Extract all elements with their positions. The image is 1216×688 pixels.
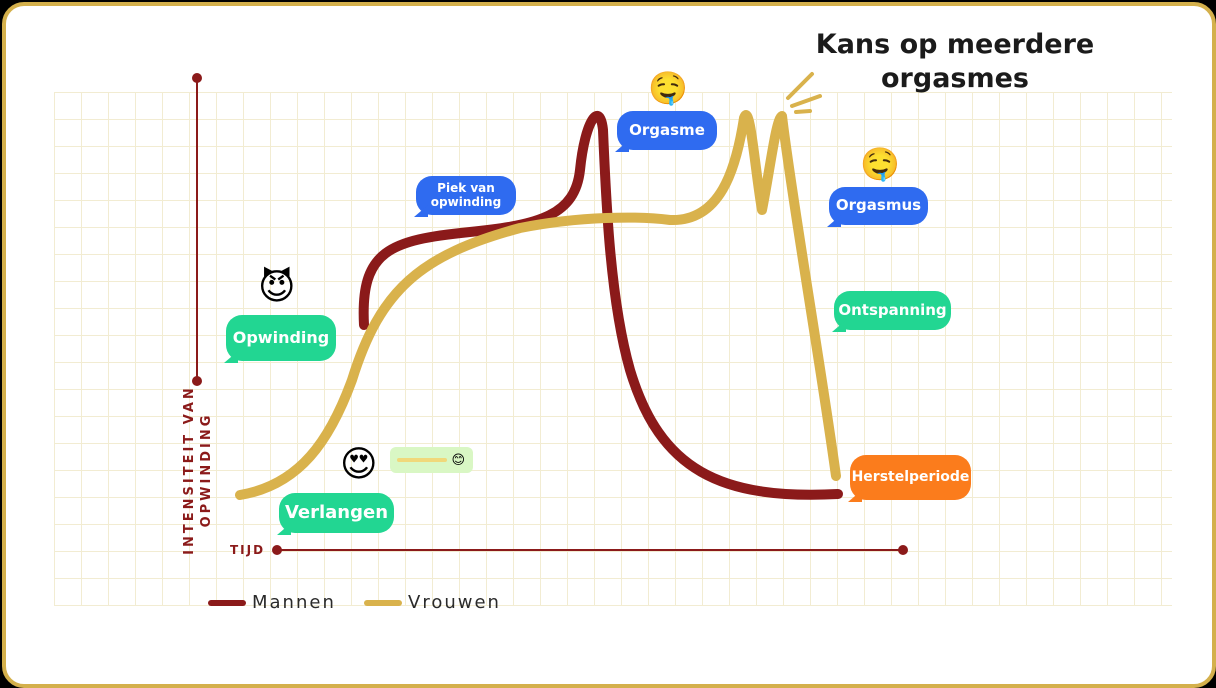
legend-label-vrouwen: Vrouwen xyxy=(408,592,501,613)
legend-item-mannen: Mannen xyxy=(208,592,336,613)
spark-line-2 xyxy=(790,94,822,108)
x-axis-right-dot xyxy=(898,545,908,555)
drooling-emoji-icon: 🤤 xyxy=(648,69,688,107)
chat-pill-line xyxy=(397,458,448,462)
y-axis-label: INTENSITEIT VAN OPWINDING xyxy=(182,385,214,555)
chat-pill: 😊 xyxy=(390,447,473,473)
heart-eyes-emoji-icon: 😍 xyxy=(340,444,378,485)
x-axis-label: TIJD xyxy=(230,543,266,557)
headline: Kans op meerdere orgasmes xyxy=(815,29,1095,94)
bubble-verlangen: Verlangen xyxy=(279,493,394,533)
bubble-herstelperiode: Herstelperiode xyxy=(850,455,971,500)
bubble-opwinding: Opwinding xyxy=(226,315,336,361)
legend-label-mannen: Mannen xyxy=(252,592,336,613)
legend-item-vrouwen: Vrouwen xyxy=(364,592,501,613)
bubble-orgasme: Orgasme xyxy=(617,111,717,150)
spark-line-3 xyxy=(794,109,812,114)
y-axis-bottom-dot xyxy=(192,376,202,386)
men-curve xyxy=(358,111,843,500)
bubble-ontspanning: Ontspanning xyxy=(834,291,951,330)
legend-swatch-vrouwen xyxy=(364,599,402,606)
smile-emoji-icon: 😊 xyxy=(451,452,465,468)
background-grid xyxy=(54,92,1172,606)
drooling-emoji-icon-2: 🤤 xyxy=(860,145,900,183)
women-curve xyxy=(235,110,841,500)
bubble-orgasmus: Orgasmus xyxy=(829,187,928,225)
legend-swatch-mannen xyxy=(208,599,246,606)
y-axis-top-dot xyxy=(192,73,202,83)
bubble-piek-van-opwinding: Piek van opwinding xyxy=(416,176,516,215)
devil-emoji-icon: 😈 xyxy=(258,267,296,308)
spark-line-1 xyxy=(786,72,814,100)
x-axis-left-dot xyxy=(272,545,282,555)
